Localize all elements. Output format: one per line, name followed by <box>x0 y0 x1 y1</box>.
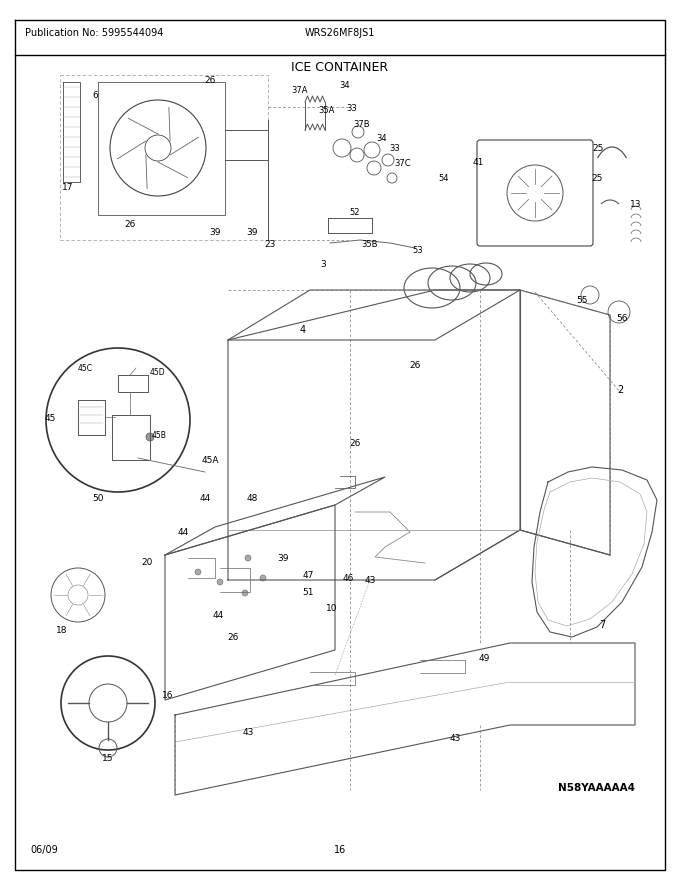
Text: 25: 25 <box>592 173 602 182</box>
Text: 50: 50 <box>92 494 104 502</box>
Text: 15: 15 <box>102 753 114 762</box>
Text: 06/09: 06/09 <box>30 845 58 855</box>
Text: 26: 26 <box>204 76 216 84</box>
Text: 45D: 45D <box>150 368 166 377</box>
Text: 37C: 37C <box>394 158 411 167</box>
Text: 39: 39 <box>277 554 289 562</box>
Text: 43: 43 <box>364 576 375 584</box>
Text: 45: 45 <box>44 414 56 422</box>
Text: 20: 20 <box>141 558 153 567</box>
Text: 56: 56 <box>616 313 628 322</box>
Text: 41: 41 <box>473 158 483 166</box>
Text: ICE CONTAINER: ICE CONTAINER <box>292 61 388 74</box>
Text: 26: 26 <box>409 361 421 370</box>
Text: 34: 34 <box>340 80 350 90</box>
Text: 52: 52 <box>350 208 360 216</box>
Text: WRS26MF8JS1: WRS26MF8JS1 <box>305 28 375 38</box>
Text: 16: 16 <box>334 845 346 855</box>
Circle shape <box>195 569 201 575</box>
Text: 18: 18 <box>56 626 68 634</box>
Text: 51: 51 <box>302 588 313 597</box>
Text: 46: 46 <box>342 574 354 583</box>
Text: 54: 54 <box>439 173 449 182</box>
Text: 34: 34 <box>377 134 388 143</box>
Text: 23: 23 <box>265 239 275 248</box>
Text: 35A: 35A <box>318 106 334 114</box>
Text: 44: 44 <box>199 494 211 502</box>
Text: 26: 26 <box>124 219 136 229</box>
Text: 37A: 37A <box>292 85 308 94</box>
Text: 6: 6 <box>92 91 98 99</box>
Circle shape <box>260 575 266 581</box>
Text: 39: 39 <box>246 228 258 237</box>
Text: 26: 26 <box>350 438 360 448</box>
Text: N58YAAAAA4: N58YAAAAA4 <box>558 783 635 793</box>
Text: 55: 55 <box>576 296 588 304</box>
Text: 43: 43 <box>242 728 254 737</box>
Text: 33: 33 <box>347 104 358 113</box>
Circle shape <box>242 590 248 596</box>
Text: 49: 49 <box>478 654 490 663</box>
Text: 37B: 37B <box>354 120 371 128</box>
Text: Publication No: 5995544094: Publication No: 5995544094 <box>25 28 163 38</box>
Text: 48: 48 <box>246 494 258 502</box>
Circle shape <box>245 555 251 561</box>
Text: 44: 44 <box>177 527 188 537</box>
Text: 3: 3 <box>320 260 326 268</box>
Text: 4: 4 <box>300 325 306 335</box>
Text: 39: 39 <box>209 228 221 237</box>
Text: 44: 44 <box>212 611 224 620</box>
Text: 45A: 45A <box>201 456 219 465</box>
Text: 43: 43 <box>449 734 460 743</box>
Text: 45B: 45B <box>152 430 167 439</box>
Text: 25: 25 <box>592 143 604 152</box>
Text: 2: 2 <box>617 385 623 395</box>
Text: 7: 7 <box>599 620 605 630</box>
Circle shape <box>217 579 223 585</box>
Text: 10: 10 <box>326 604 338 612</box>
Text: 33: 33 <box>390 143 401 152</box>
Text: 17: 17 <box>63 182 73 192</box>
Text: 53: 53 <box>413 246 424 254</box>
Text: 35B: 35B <box>362 239 378 248</box>
Text: 45C: 45C <box>78 363 93 372</box>
Text: 16: 16 <box>163 691 174 700</box>
Text: 26: 26 <box>227 633 239 642</box>
Text: 13: 13 <box>630 200 642 209</box>
Circle shape <box>146 433 154 441</box>
Text: 47: 47 <box>303 570 313 580</box>
